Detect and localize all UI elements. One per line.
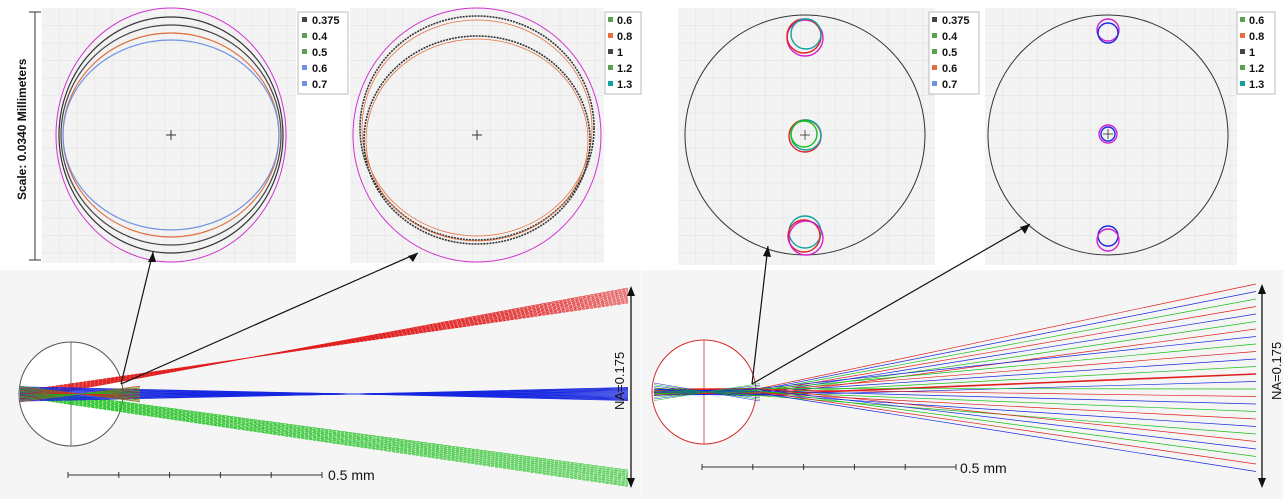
legend-item: 0.7 bbox=[942, 79, 957, 91]
right-scale-ticks bbox=[701, 464, 957, 470]
legend-item: 1.2 bbox=[1249, 63, 1264, 75]
legend-item: 0.6 bbox=[1249, 15, 1264, 27]
legend-item: 0.8 bbox=[1249, 31, 1264, 43]
ray bbox=[19, 394, 629, 483]
ray bbox=[19, 386, 141, 402]
ray bbox=[19, 298, 629, 394]
ray bbox=[19, 395, 629, 485]
left-ray-panel: NA=0.175 0.5 mm bbox=[0, 251, 641, 499]
na-label: NA=0.175 bbox=[1269, 342, 1283, 400]
scale-bar-label: 0.5 mm bbox=[328, 467, 375, 483]
arrowhead-icon bbox=[627, 478, 635, 488]
ray bbox=[19, 393, 629, 481]
ray bbox=[653, 383, 761, 401]
arrowhead-icon bbox=[1258, 478, 1266, 488]
left-figure: 0.375 0.4 0.5 0.6 0.7 bbox=[0, 7, 642, 499]
arrowhead-icon bbox=[1020, 224, 1030, 234]
legend-item: 0.5 bbox=[942, 47, 957, 59]
ray bbox=[19, 388, 629, 473]
left-spot-panel-2: 0.6 0.8 1 1.2 1.3 bbox=[350, 7, 642, 263]
right-figure: 0.375 0.4 0.5 0.6 0.7 bbox=[642, 8, 1283, 499]
ray bbox=[19, 387, 629, 471]
scale-label: Scale: 0.0340 Millimeters bbox=[15, 58, 29, 200]
ray bbox=[19, 391, 629, 477]
left-spot-scale-bar: Scale: 0.0340 Millimeters bbox=[15, 11, 41, 261]
legend-item: 1.3 bbox=[617, 79, 632, 91]
legend-item: 0.375 bbox=[942, 15, 970, 27]
legend-item: 0.4 bbox=[312, 31, 328, 43]
right-spot-grid-2 bbox=[985, 8, 1237, 265]
right-spot-legend-2: 0.6 0.8 1 1.2 1.3 bbox=[1236, 11, 1276, 95]
legend-item: 0.4 bbox=[942, 31, 958, 43]
right-spot-panel-2: 0.6 0.8 1 1.2 1.3 bbox=[985, 8, 1276, 265]
pointer-arrow-2 bbox=[120, 252, 419, 385]
ray bbox=[19, 389, 629, 474]
pointer-arrow-3 bbox=[751, 245, 769, 385]
ray bbox=[19, 301, 629, 392]
pointer-arrow-1 bbox=[120, 251, 154, 385]
right-spot-circles-1 bbox=[786, 18, 824, 256]
left-spot-circles-1 bbox=[55, 7, 287, 263]
arrowhead-icon bbox=[763, 246, 771, 257]
ray bbox=[19, 394, 629, 484]
ray bbox=[19, 296, 629, 395]
left-spot-grid-2 bbox=[350, 8, 604, 263]
arrowhead-icon bbox=[627, 286, 635, 296]
ray bbox=[19, 387, 629, 402]
legend-item: 0.375 bbox=[312, 15, 340, 27]
arrowhead-icon bbox=[1258, 284, 1266, 294]
legend-item: 0.7 bbox=[312, 79, 327, 91]
right-spot-circles-2 bbox=[1096, 18, 1120, 252]
right-spot-grid-1 bbox=[678, 8, 935, 265]
ray bbox=[19, 300, 629, 393]
ray bbox=[19, 396, 629, 486]
pointer-arrow-4 bbox=[751, 223, 1031, 385]
scale-bar-label: 0.5 mm bbox=[960, 460, 1007, 476]
legend-item: 0.6 bbox=[617, 15, 632, 27]
right-ray-bundles bbox=[653, 283, 1257, 472]
legend-item: 1.2 bbox=[617, 63, 632, 75]
left-ray-bundles bbox=[19, 287, 629, 487]
legend-item: 1 bbox=[617, 47, 623, 59]
ray bbox=[19, 391, 629, 478]
ray bbox=[19, 297, 629, 395]
left-spot-legend-1: 0.375 0.4 0.5 0.6 0.7 bbox=[297, 11, 349, 95]
legend-item: 1.3 bbox=[1249, 79, 1264, 91]
legend-item: 0.5 bbox=[312, 47, 327, 59]
ray bbox=[19, 388, 629, 472]
ray bbox=[19, 295, 629, 396]
na-label: NA=0.175 bbox=[612, 352, 627, 410]
legend-item: 0.6 bbox=[312, 63, 327, 75]
ray bbox=[19, 390, 629, 476]
right-spot-panel-1: 0.375 0.4 0.5 0.6 0.7 bbox=[678, 8, 980, 265]
right-spot-legend-1: 0.375 0.4 0.5 0.6 0.7 bbox=[928, 11, 980, 95]
ray bbox=[19, 302, 629, 392]
right-ray-panel: NA=0.175 0.5 mm bbox=[642, 223, 1283, 499]
ray bbox=[19, 392, 629, 480]
ray bbox=[19, 393, 629, 482]
ray bbox=[19, 299, 629, 394]
legend-item: 1 bbox=[1249, 47, 1255, 59]
arrowhead-icon bbox=[408, 253, 418, 262]
ray bbox=[19, 390, 629, 475]
legend-item: 0.8 bbox=[617, 31, 632, 43]
left-spot-circles-2 bbox=[352, 7, 602, 263]
left-spot-panel-1: 0.375 0.4 0.5 0.6 0.7 bbox=[42, 7, 349, 263]
legend-item: 0.6 bbox=[942, 63, 957, 75]
ray bbox=[19, 396, 629, 487]
arrowhead-icon bbox=[148, 252, 156, 262]
left-scale-ticks bbox=[67, 472, 323, 478]
left-spot-legend-2: 0.6 0.8 1 1.2 1.3 bbox=[604, 11, 642, 95]
